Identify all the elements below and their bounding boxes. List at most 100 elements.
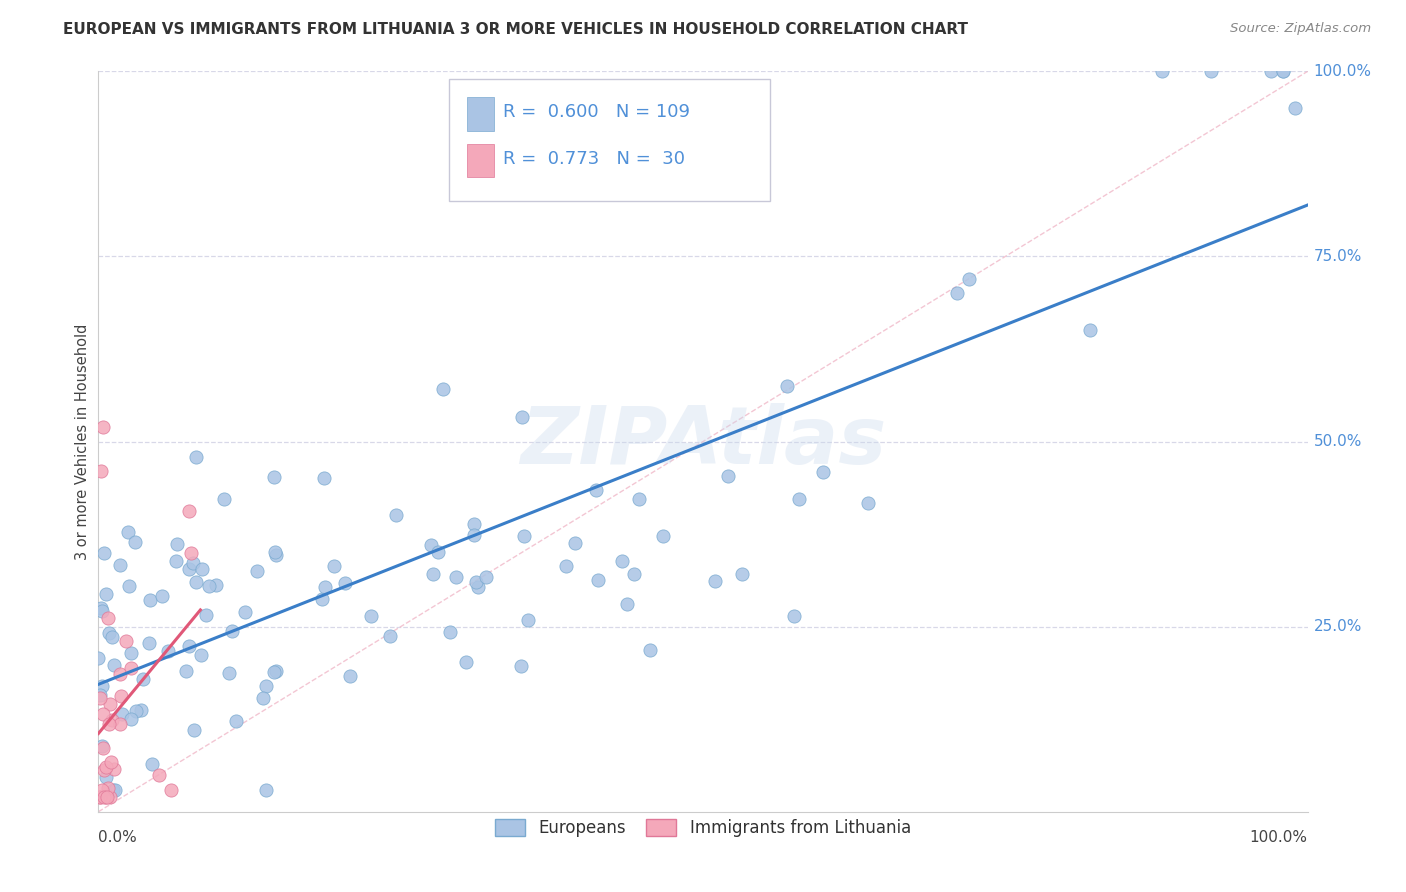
Point: [110, 689, 132, 703]
Point: [90, 464, 112, 478]
Point: [89, 789, 111, 804]
Point: [194, 607, 217, 622]
Point: [100, 630, 122, 644]
Point: [91, 707, 114, 722]
Point: [190, 648, 212, 662]
Point: [439, 624, 461, 639]
Point: [384, 508, 406, 522]
Point: [97, 780, 120, 795]
Point: [1272, 64, 1295, 78]
Point: [333, 576, 356, 591]
Point: [510, 659, 533, 673]
Point: [264, 665, 287, 679]
Point: [1152, 64, 1174, 78]
Point: [96, 789, 118, 804]
Point: [129, 703, 152, 717]
Y-axis label: 3 or more Vehicles in Household: 3 or more Vehicles in Household: [75, 324, 90, 559]
Point: [422, 567, 444, 582]
Text: ZIPAtlas: ZIPAtlas: [520, 402, 886, 481]
Point: [120, 660, 142, 674]
Point: [731, 566, 754, 581]
Point: [89, 691, 111, 706]
Text: 25.0%: 25.0%: [1313, 619, 1362, 634]
Point: [717, 469, 740, 483]
Text: Source: ZipAtlas.com: Source: ZipAtlas.com: [1230, 22, 1371, 36]
Point: [184, 574, 207, 589]
Point: [311, 592, 333, 607]
Point: [554, 558, 576, 573]
Point: [121, 712, 143, 726]
Point: [191, 561, 214, 575]
Point: [93, 763, 115, 777]
Point: [177, 504, 200, 518]
Point: [264, 549, 287, 563]
Point: [97, 611, 120, 625]
Point: [623, 567, 645, 582]
Point: [111, 706, 134, 721]
Point: [1078, 324, 1101, 338]
Point: [456, 655, 478, 669]
Point: [225, 714, 247, 728]
Point: [426, 545, 449, 559]
Point: [252, 691, 274, 706]
FancyBboxPatch shape: [449, 78, 769, 201]
Point: [87, 650, 110, 665]
Point: [186, 450, 208, 464]
Point: [360, 608, 382, 623]
Point: [89, 688, 111, 702]
Point: [957, 271, 980, 285]
Text: EUROPEAN VS IMMIGRANTS FROM LITHUANIA 3 OR MORE VEHICLES IN HOUSEHOLD CORRELATIO: EUROPEAN VS IMMIGRANTS FROM LITHUANIA 3 …: [63, 22, 969, 37]
Text: R =  0.600   N = 109: R = 0.600 N = 109: [503, 103, 690, 121]
Point: [138, 636, 160, 650]
Point: [101, 782, 124, 797]
Point: [703, 574, 725, 589]
Point: [218, 666, 240, 681]
Point: [103, 782, 125, 797]
Point: [221, 624, 243, 639]
Point: [463, 517, 485, 532]
Point: [174, 664, 197, 678]
Point: [91, 739, 114, 754]
Point: [103, 762, 125, 776]
Point: [246, 564, 269, 578]
Point: [132, 672, 155, 686]
Point: [811, 465, 834, 479]
Point: [183, 723, 205, 738]
Point: [776, 379, 799, 393]
Point: [91, 741, 114, 756]
Point: [157, 644, 180, 658]
Point: [89, 789, 111, 804]
Text: 100.0%: 100.0%: [1313, 64, 1372, 78]
Point: [148, 767, 170, 781]
Point: [1260, 64, 1282, 78]
Point: [946, 286, 969, 301]
Point: [444, 570, 467, 584]
Point: [90, 679, 112, 693]
Point: [638, 643, 661, 657]
Text: 0.0%: 0.0%: [98, 830, 138, 846]
Point: [585, 483, 607, 498]
Point: [177, 562, 200, 576]
Point: [323, 558, 346, 573]
Text: R =  0.773   N =  30: R = 0.773 N = 30: [503, 150, 686, 168]
Point: [314, 580, 336, 594]
Point: [783, 609, 806, 624]
Point: [108, 558, 131, 572]
Point: [150, 589, 173, 603]
Point: [91, 419, 114, 434]
Point: [160, 782, 183, 797]
Point: [263, 665, 285, 680]
Point: [1272, 64, 1295, 78]
Point: [165, 554, 187, 568]
Point: [100, 755, 122, 769]
Point: [513, 529, 536, 543]
Point: [115, 633, 138, 648]
Point: [118, 579, 141, 593]
Point: [179, 639, 201, 653]
Point: [180, 546, 202, 560]
Text: 75.0%: 75.0%: [1313, 249, 1362, 264]
Point: [616, 598, 638, 612]
Point: [91, 604, 114, 618]
Point: [94, 770, 117, 784]
Point: [856, 495, 879, 509]
